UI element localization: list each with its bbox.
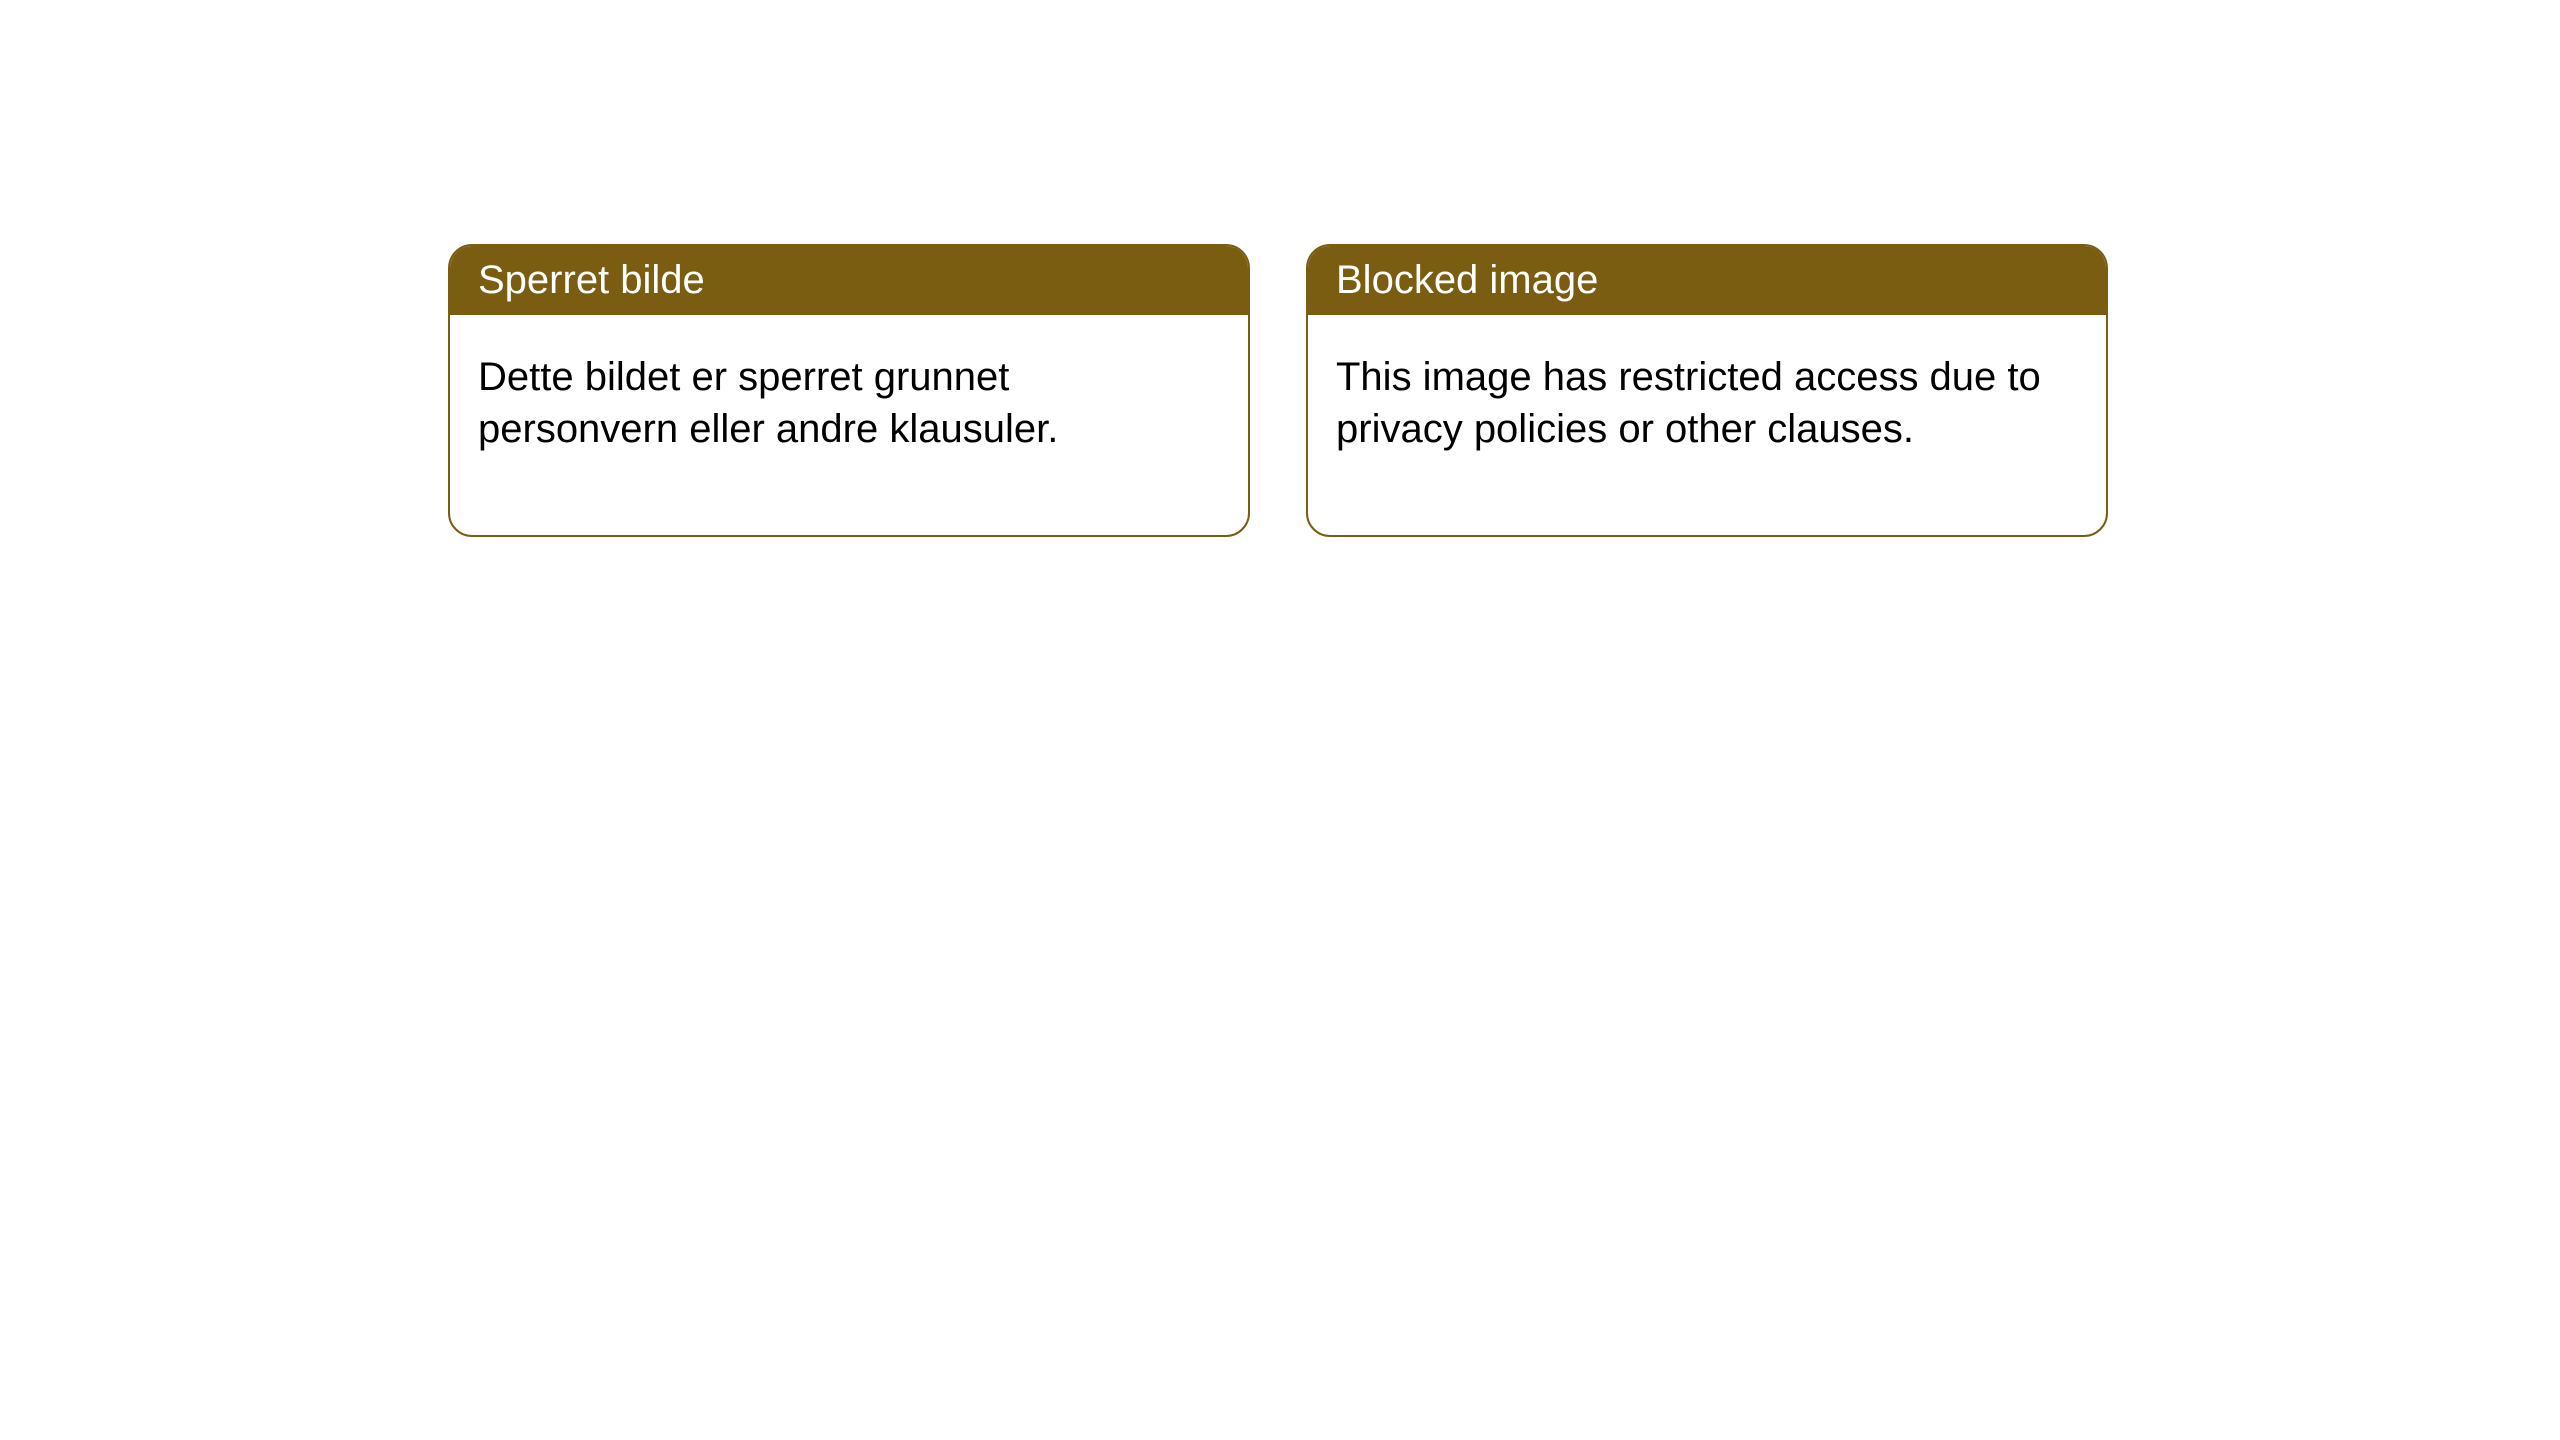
notice-header: Sperret bilde	[450, 246, 1248, 315]
notice-card-english: Blocked image This image has restricted …	[1306, 244, 2108, 537]
notice-body: This image has restricted access due to …	[1308, 315, 2106, 535]
notice-container: Sperret bilde Dette bildet er sperret gr…	[448, 244, 2108, 537]
notice-card-norwegian: Sperret bilde Dette bildet er sperret gr…	[448, 244, 1250, 537]
notice-header: Blocked image	[1308, 246, 2106, 315]
notice-body: Dette bildet er sperret grunnet personve…	[450, 315, 1248, 535]
